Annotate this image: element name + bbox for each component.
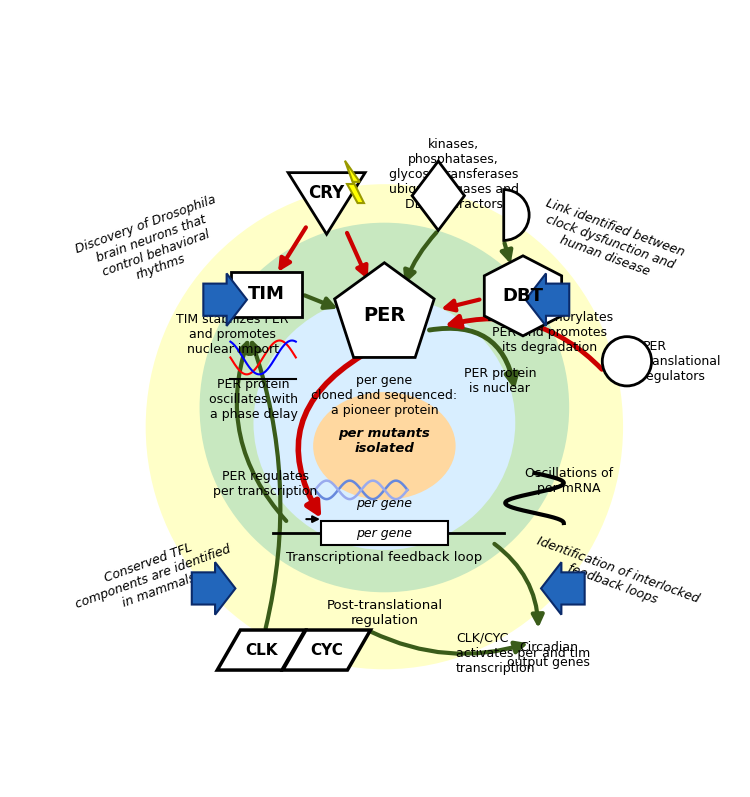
Text: CYC: CYC	[310, 642, 343, 658]
Text: DBT phosphorylates
PER and promotes
its degradation: DBT phosphorylates PER and promotes its …	[487, 312, 613, 355]
Polygon shape	[526, 273, 569, 326]
Text: PER protein
is nuclear: PER protein is nuclear	[464, 367, 536, 395]
Polygon shape	[192, 562, 236, 614]
Text: per gene: per gene	[356, 497, 413, 510]
Polygon shape	[217, 630, 305, 670]
Text: Circadian
output genes: Circadian output genes	[507, 641, 590, 669]
Polygon shape	[484, 256, 562, 336]
Text: PER
translational
regulators: PER translational regulators	[642, 340, 721, 383]
Ellipse shape	[314, 392, 455, 500]
FancyBboxPatch shape	[231, 272, 302, 316]
Ellipse shape	[254, 296, 515, 550]
Text: Identification of interlocked
feedback loops: Identification of interlocked feedback l…	[530, 534, 701, 619]
Text: Post-translational
regulation: Post-translational regulation	[326, 599, 442, 627]
Text: per gene
cloned and sequenced:
a pioneer protein: per gene cloned and sequenced: a pioneer…	[311, 375, 458, 418]
Polygon shape	[288, 173, 365, 234]
Text: PER regulates
per transcription: PER regulates per transcription	[213, 470, 317, 498]
Text: PER protein
oscillates with
a phase delay: PER protein oscillates with a phase dela…	[209, 379, 298, 422]
Ellipse shape	[200, 222, 569, 592]
Circle shape	[602, 336, 652, 386]
Text: Conserved TFL
components are identified
in mammals: Conserved TFL components are identified …	[69, 528, 238, 625]
Polygon shape	[541, 562, 585, 614]
Text: TIM stabilizes PER
and promotes
nuclear import: TIM stabilizes PER and promotes nuclear …	[176, 313, 289, 355]
FancyBboxPatch shape	[321, 520, 448, 545]
Wedge shape	[504, 190, 530, 241]
Text: kinases,
phosphatases,
glycosy transferases
ubiquitin ligases and
DBT interactor: kinases, phosphatases, glycosy transfera…	[388, 138, 519, 211]
Ellipse shape	[146, 184, 623, 669]
Text: PER: PER	[363, 305, 406, 324]
Polygon shape	[334, 263, 434, 357]
Polygon shape	[203, 273, 247, 326]
Polygon shape	[345, 161, 364, 203]
Polygon shape	[283, 630, 370, 670]
Text: CLK: CLK	[245, 642, 278, 658]
Text: per gene: per gene	[356, 527, 413, 540]
Text: per mutants
isolated: per mutants isolated	[338, 426, 430, 454]
Text: Discovery of Drosophila
brain neurons that
control behavioral
rhythms: Discovery of Drosophila brain neurons th…	[74, 193, 233, 298]
Text: Oscillations of
per mRNA: Oscillations of per mRNA	[525, 466, 614, 495]
Text: DBT: DBT	[503, 287, 544, 304]
Text: Transcriptional feedback loop: Transcriptional feedback loop	[286, 552, 482, 564]
Polygon shape	[412, 161, 464, 230]
Text: TIM: TIM	[248, 285, 285, 304]
Text: CLK/CYC
activates per and tim
transcription: CLK/CYC activates per and tim transcript…	[456, 631, 590, 674]
Text: CRY: CRY	[308, 184, 345, 202]
Text: Link identified between
clock dysfunction and
human disease: Link identified between clock dysfunctio…	[534, 197, 686, 287]
